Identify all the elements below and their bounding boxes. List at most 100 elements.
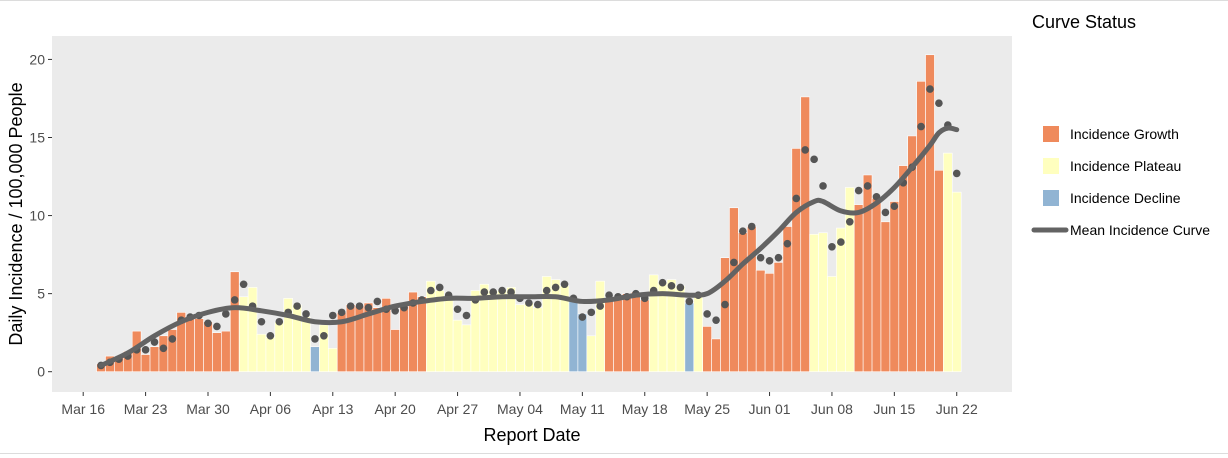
- data-point: [311, 335, 319, 343]
- data-point: [355, 302, 364, 310]
- bar: [328, 347, 338, 372]
- x-axis-label: Report Date: [483, 425, 580, 445]
- data-point: [676, 283, 685, 292]
- bar: [194, 318, 204, 372]
- y-tick-label: 15: [29, 129, 45, 145]
- bar-group: [96, 54, 962, 373]
- data-point: [453, 305, 462, 314]
- data-point: [783, 239, 792, 248]
- bar: [550, 279, 561, 372]
- legend-title: Curve Status: [1032, 12, 1136, 32]
- x-tick-label: Jun 22: [936, 401, 978, 417]
- data-point: [792, 194, 801, 203]
- data-point: [747, 222, 756, 231]
- bar: [372, 307, 383, 372]
- x-tick-label: Mar 23: [124, 401, 168, 417]
- data-point: [703, 310, 711, 318]
- data-point: [712, 316, 720, 324]
- data-point: [302, 310, 310, 318]
- bar: [836, 227, 846, 372]
- data-point: [168, 335, 177, 343]
- data-point: [257, 317, 266, 326]
- data-point: [774, 253, 783, 262]
- data-point: [266, 331, 275, 340]
- bar: [782, 226, 793, 373]
- bar: [533, 307, 543, 372]
- x-tick-label: Apr 13: [312, 401, 353, 417]
- data-point: [863, 182, 872, 190]
- data-point: [935, 99, 943, 107]
- bar: [497, 290, 507, 373]
- data-point: [587, 308, 596, 317]
- bar: [274, 321, 285, 372]
- data-point: [364, 303, 373, 312]
- data-point: [890, 202, 899, 210]
- bar: [711, 338, 721, 373]
- y-tick-label: 20: [29, 51, 45, 67]
- bar: [871, 198, 882, 373]
- bar: [684, 302, 695, 372]
- bar: [488, 290, 498, 373]
- bar: [434, 290, 445, 373]
- y-tick-label: 5: [37, 286, 45, 302]
- x-tick-label: May 25: [684, 401, 730, 417]
- x-axis: Mar 16 Mar 23 Mar 30 Apr 06 Apr 13 Apr 20 Apr …: [61, 392, 978, 417]
- data-point: [837, 238, 845, 246]
- data-point: [435, 283, 444, 292]
- bar: [746, 226, 757, 373]
- data-point: [159, 344, 168, 353]
- legend-swatch: [1043, 190, 1059, 206]
- data-point: [480, 288, 489, 296]
- data-point: [845, 218, 854, 226]
- data-point: [739, 227, 747, 235]
- y-tick-label: 10: [29, 208, 45, 224]
- x-tick-label: May 04: [497, 401, 543, 417]
- bar: [158, 335, 169, 373]
- data-point: [605, 291, 613, 299]
- x-tick-label: Apr 27: [437, 401, 478, 417]
- bar: [399, 305, 409, 372]
- data-point: [596, 302, 604, 310]
- bar: [925, 54, 935, 372]
- data-point: [801, 146, 809, 154]
- bar: [755, 269, 766, 372]
- data-point: [730, 258, 738, 267]
- data-point: [275, 317, 284, 326]
- data-point: [765, 257, 774, 265]
- x-tick-label: May 11: [560, 401, 605, 417]
- bar: [880, 221, 891, 372]
- data-point: [150, 338, 159, 346]
- legend-item-label: Mean Incidence Curve: [1070, 222, 1210, 238]
- data-point: [222, 310, 230, 318]
- legend-item-label: Incidence Plateau: [1070, 158, 1181, 174]
- bar: [809, 234, 819, 372]
- legend: Curve Status Incidence Growth Incidence P…: [1031, 12, 1210, 238]
- bar: [729, 207, 739, 372]
- legend-swatch: [1043, 158, 1059, 174]
- data-point: [667, 282, 676, 290]
- bar: [934, 169, 944, 372]
- data-point: [881, 208, 890, 217]
- data-point: [828, 242, 836, 251]
- data-point: [685, 297, 694, 306]
- data-point: [917, 122, 925, 131]
- bar: [221, 330, 231, 373]
- data-point: [320, 331, 328, 340]
- bar: [149, 346, 160, 373]
- bar: [764, 273, 775, 372]
- bar: [639, 299, 650, 373]
- legend-item-label: Incidence Growth: [1070, 126, 1179, 142]
- bar: [229, 271, 240, 372]
- data-point: [578, 313, 587, 321]
- bar: [818, 232, 828, 373]
- bar: [443, 296, 454, 372]
- data-point: [658, 278, 667, 287]
- bar: [265, 337, 276, 373]
- y-axis: 0 5 10 15 20: [29, 51, 52, 380]
- bar: [889, 201, 900, 372]
- bar: [301, 316, 311, 372]
- bar: [345, 304, 356, 372]
- bar: [951, 191, 962, 372]
- data-point: [533, 300, 542, 309]
